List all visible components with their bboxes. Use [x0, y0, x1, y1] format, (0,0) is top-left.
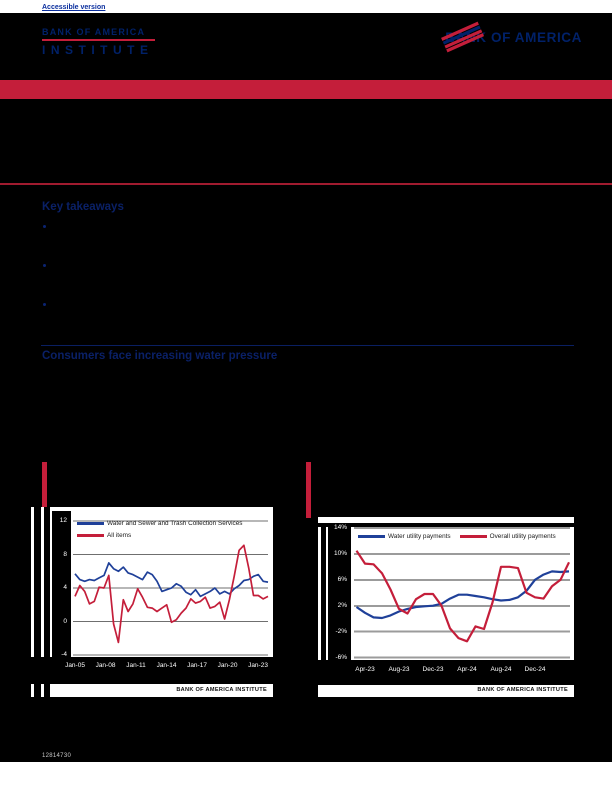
- series-line: [74, 562, 269, 598]
- y-axis-tick-label: -4: [61, 651, 67, 658]
- series-line: [74, 544, 269, 644]
- takeaway-bullet-3: [43, 303, 46, 306]
- exhibit2-chart: BANK OF AMERICA INSTITUTE 14% 10% 6% 2% -2% -…: [318, 517, 574, 697]
- bofa-flag-icon: [441, 21, 485, 52]
- y-axis-tick-label: 4: [63, 584, 67, 591]
- legend-item: All items: [77, 532, 242, 539]
- chart-legend: Water utility payments Overall utility pa…: [358, 533, 556, 540]
- series-line: [355, 550, 570, 643]
- x-axis-tick-label: Apr-23: [355, 666, 375, 673]
- x-axis-tick-label: Jan-11: [126, 662, 146, 669]
- chart-top-stripe: [318, 523, 574, 527]
- x-axis-tick-label: Jan-08: [95, 662, 116, 669]
- x-axis-tick-label: Aug-24: [490, 666, 512, 673]
- x-axis-label-band: [31, 657, 273, 684]
- y-axis-tick-label: 2%: [337, 602, 347, 609]
- y-axis-tick-label: 12: [59, 517, 67, 524]
- chart-plot-area: [73, 520, 269, 656]
- x-axis-tick-label: Jan-23: [248, 662, 268, 669]
- takeaways-divider: [41, 345, 574, 346]
- legend-swatch: [358, 535, 385, 538]
- brand-logo-text: BANK OF AMERICA: [445, 30, 582, 45]
- y-axis-label-column: [52, 511, 71, 684]
- institute-logo-line1: BANK OF AMERICA: [42, 27, 146, 37]
- chart-source-label: BANK OF AMERICA INSTITUTE: [477, 687, 568, 693]
- y-axis-tick-label: -2%: [335, 627, 347, 635]
- key-takeaways-title: Key takeaways: [42, 201, 124, 213]
- chart-left-stripe: [34, 507, 41, 697]
- x-axis-tick-label: Jan-05: [65, 662, 85, 669]
- x-axis-tick-label: Jan-17: [187, 662, 207, 669]
- legend-swatch: [77, 534, 104, 537]
- header-red-band: [0, 80, 612, 99]
- legend-label: Water utility payments: [388, 533, 451, 540]
- bofa-institute-logo: BANK OF AMERICA INSTITUTE: [42, 27, 155, 57]
- institute-logo-line2: INSTITUTE: [42, 43, 154, 57]
- bofa-brand-logo: BANK OF AMERICA: [441, 21, 582, 52]
- y-axis-tick-label: 14%: [333, 524, 347, 531]
- legend-label: All items: [107, 532, 132, 539]
- y-axis-tick-label: -6%: [335, 653, 347, 661]
- y-axis-tick-label: 6%: [337, 576, 347, 583]
- exhibit1-chart: BANK OF AMERICA INSTITUTE 12 8 4 0 -4 Jan-05 J…: [31, 507, 273, 697]
- document-id: 12814730: [42, 753, 72, 759]
- x-axis-tick-label: Jan-14: [156, 662, 177, 669]
- series-line: [355, 570, 570, 620]
- legend-swatch: [459, 535, 487, 538]
- x-axis-tick-label: Aug-23: [388, 666, 410, 673]
- x-axis-label-band: [318, 660, 574, 685]
- y-axis-tick-label: 10%: [333, 550, 347, 557]
- x-axis-tick-label: Dec-24: [524, 666, 546, 673]
- y-axis-tick-label: 0: [63, 617, 67, 625]
- chart-plot-area: [354, 527, 570, 659]
- x-axis-tick-label: Dec-23: [422, 666, 444, 673]
- chart-source-label: BANK OF AMERICA INSTITUTE: [176, 687, 267, 693]
- legend-item: Water and Sewer and Trash Collection Ser…: [77, 520, 242, 527]
- legend-item: Water utility payments: [358, 533, 451, 540]
- legend-swatch: [77, 522, 104, 525]
- y-axis-label-column: [328, 527, 351, 677]
- x-axis-tick-label: Apr-24: [457, 666, 477, 673]
- institute-logo-red-rule: [42, 39, 155, 41]
- accessible-version-link[interactable]: Accessible version: [42, 4, 106, 11]
- legend-item: Overall utility payments: [459, 533, 556, 540]
- section-red-rule: [0, 183, 612, 185]
- legend-label: Overall utility payments: [489, 533, 556, 540]
- exhibit1-accent-bar: [42, 462, 47, 508]
- takeaway-bullet-2: [43, 264, 46, 267]
- article-heading: Consumers face increasing water pressure: [42, 350, 278, 362]
- y-axis-tick-label: 8: [63, 550, 67, 558]
- chart-legend: Water and Sewer and Trash Collection Ser…: [77, 520, 242, 539]
- takeaway-bullet-1: [43, 225, 46, 228]
- legend-label: Water and Sewer and Trash Collection Ser…: [107, 520, 243, 527]
- chart-left-stripe: [321, 527, 326, 677]
- chart-left-stripe: [44, 507, 50, 697]
- exhibit2-accent-bar: [306, 462, 311, 518]
- x-axis-tick-label: Jan-20: [217, 662, 238, 669]
